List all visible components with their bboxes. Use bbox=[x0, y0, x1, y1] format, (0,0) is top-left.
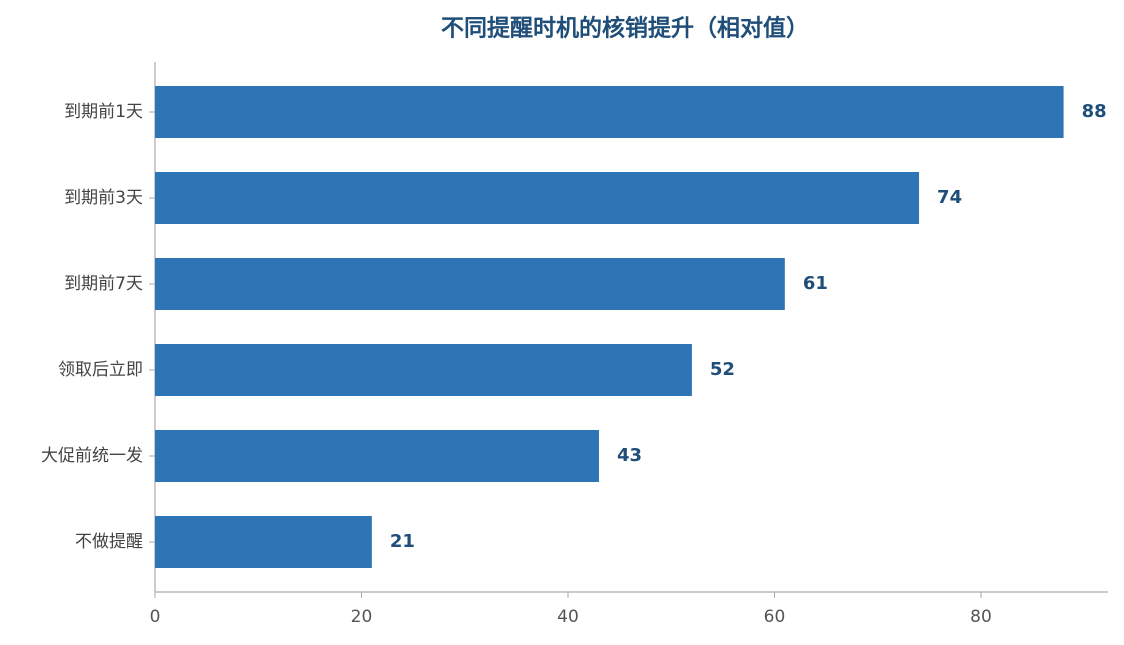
y-tick-label: 不做提醒 bbox=[75, 532, 143, 552]
value-label: 52 bbox=[710, 359, 735, 380]
bar bbox=[155, 86, 1064, 138]
bar bbox=[155, 516, 372, 568]
value-label: 88 bbox=[1082, 101, 1107, 122]
bar bbox=[155, 430, 599, 482]
y-tick-label: 到期前7天 bbox=[64, 274, 143, 294]
bar bbox=[155, 258, 785, 310]
value-label: 74 bbox=[937, 187, 962, 208]
bar bbox=[155, 172, 920, 224]
y-tick-label: 领取后立即 bbox=[58, 360, 143, 380]
x-tick-label: 60 bbox=[764, 607, 786, 627]
x-tick-label: 0 bbox=[150, 607, 161, 627]
x-tick-label: 20 bbox=[351, 607, 373, 627]
y-tick-label: 大促前统一发 bbox=[41, 446, 143, 466]
y-tick-label: 到期前3天 bbox=[64, 188, 143, 208]
value-label: 21 bbox=[390, 531, 415, 552]
value-label: 61 bbox=[803, 273, 828, 294]
value-label: 43 bbox=[617, 445, 642, 466]
x-tick-label: 80 bbox=[970, 607, 992, 627]
bar bbox=[155, 344, 692, 396]
chart-title: 不同提醒时机的核销提升（相对值） bbox=[441, 15, 809, 42]
x-tick-label: 40 bbox=[557, 607, 579, 627]
y-tick-label: 到期前1天 bbox=[64, 102, 143, 122]
